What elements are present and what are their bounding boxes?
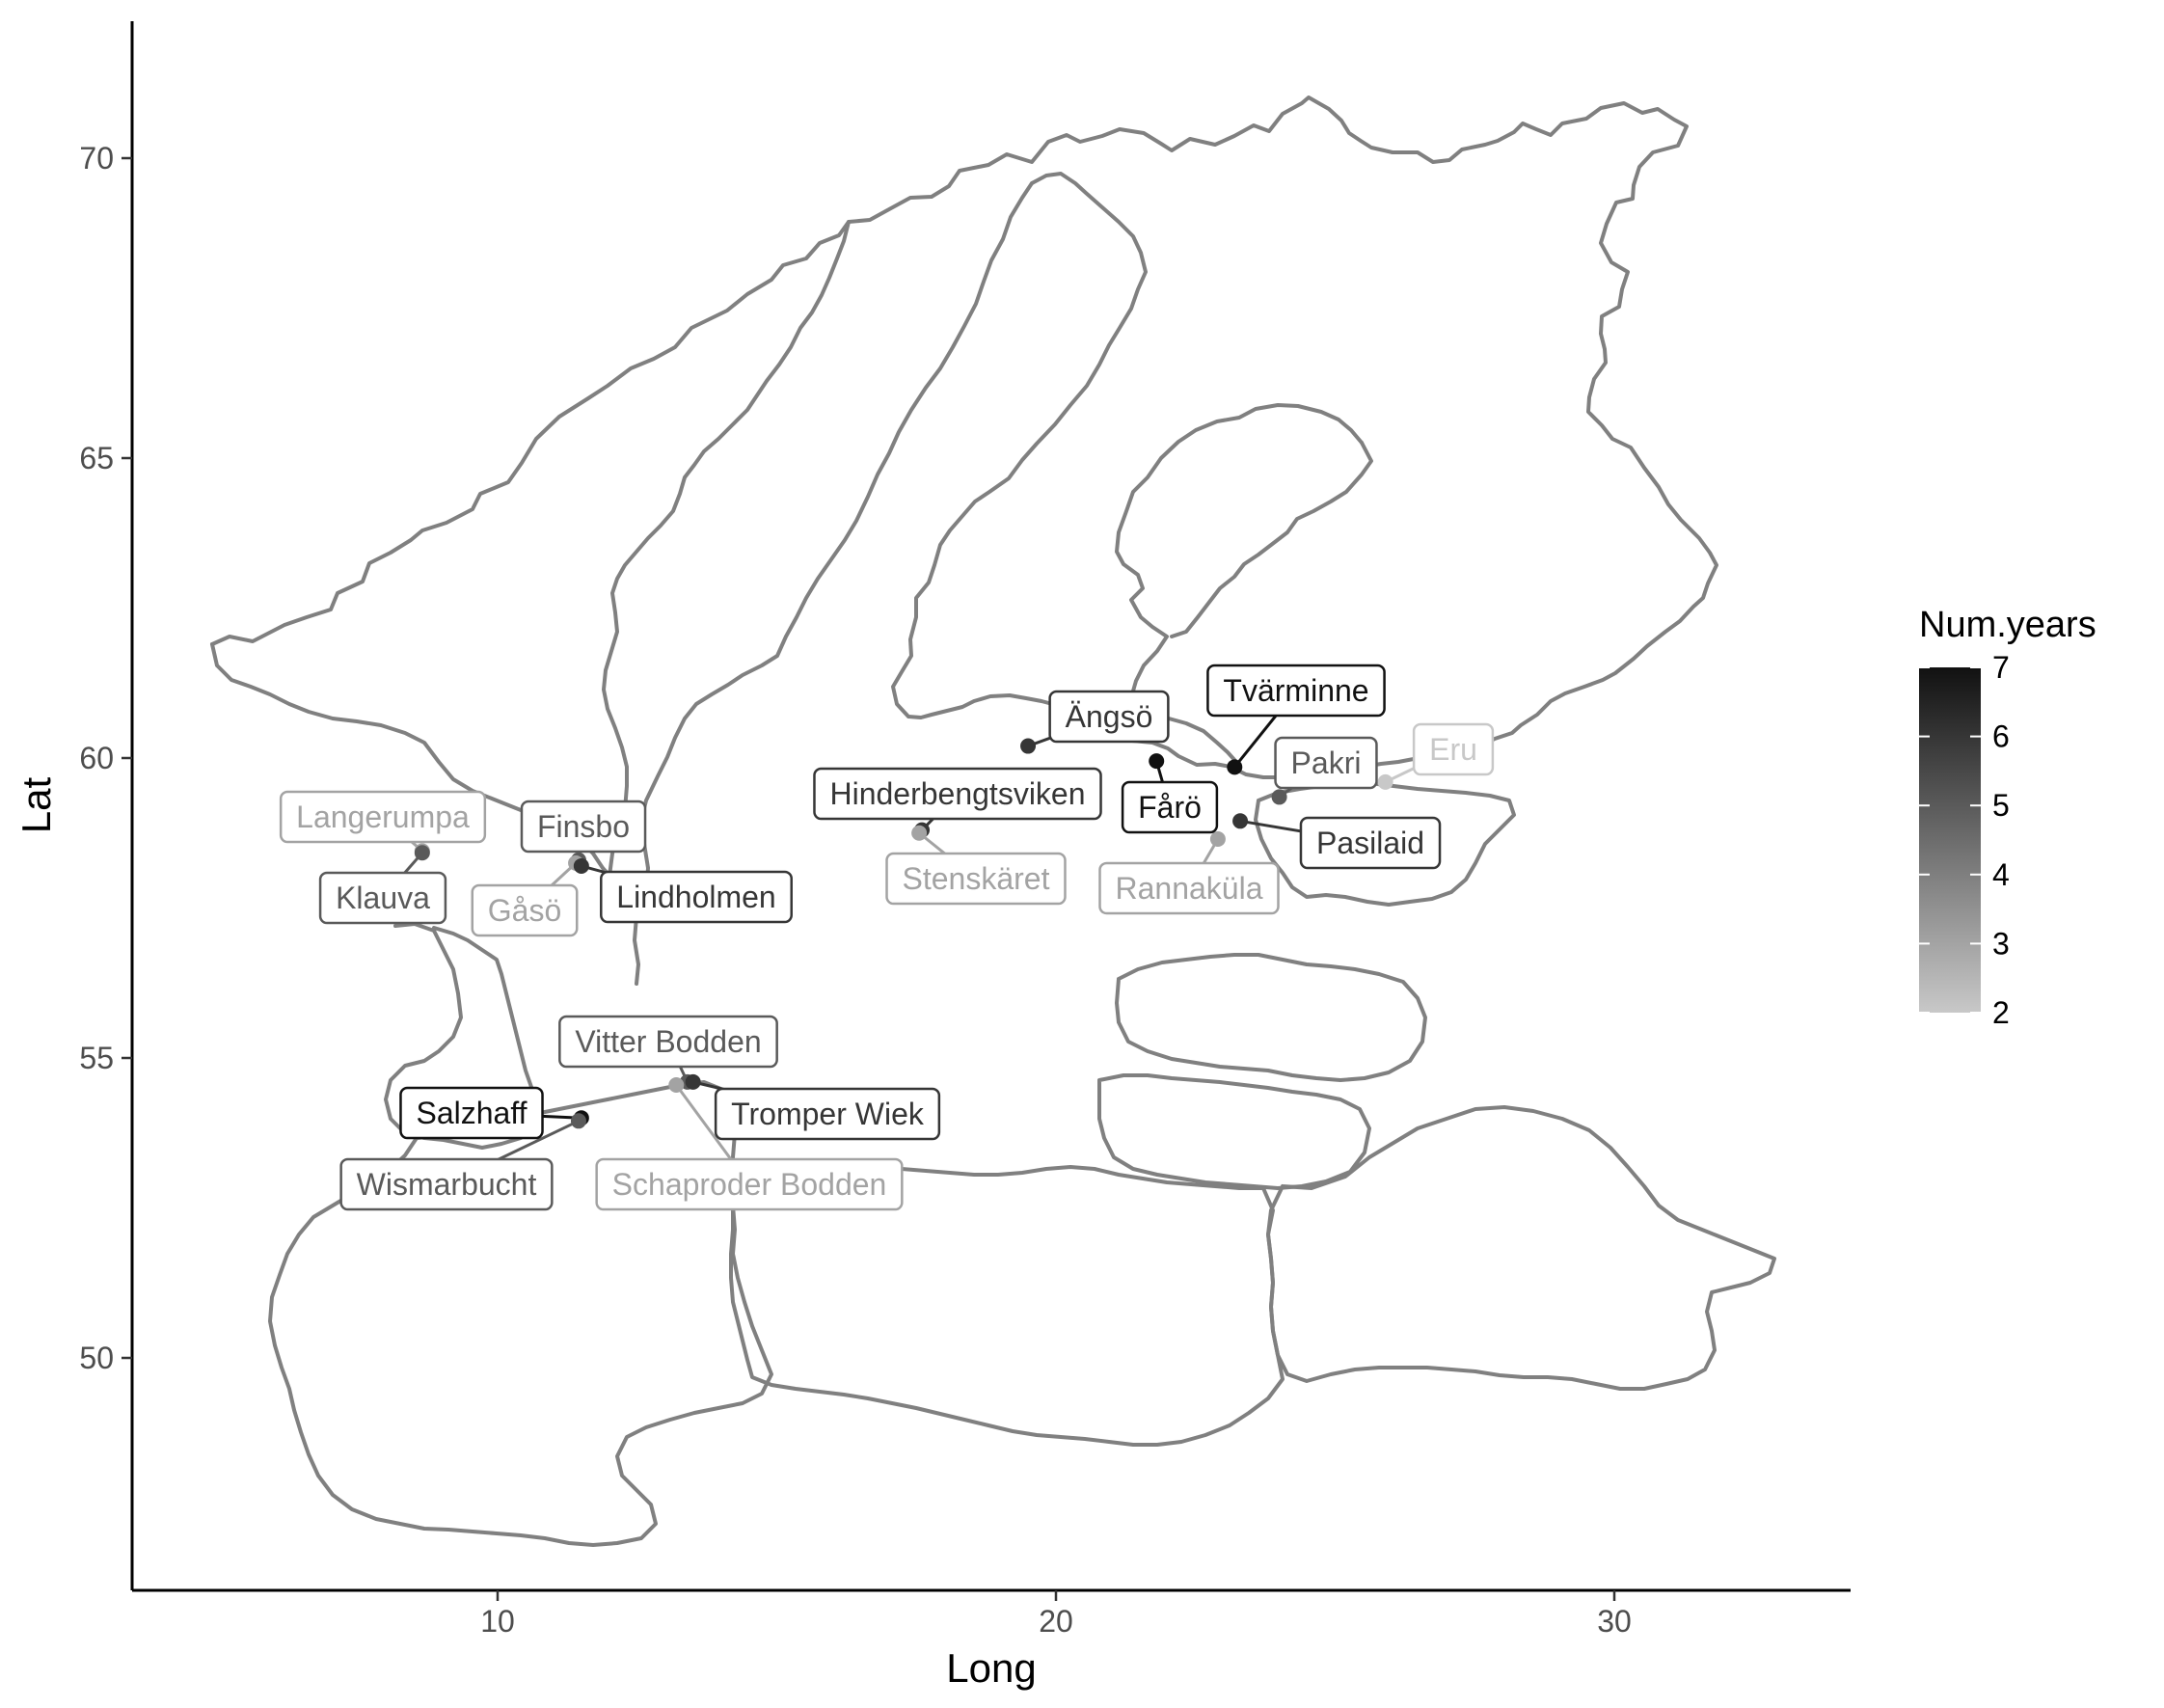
site-point — [1210, 831, 1226, 847]
site-name: Pakri — [1291, 746, 1362, 780]
site-point — [1272, 789, 1287, 804]
y-ticks: 50 55 60 65 70 — [79, 141, 132, 1375]
site-label: Rannaküla — [1100, 863, 1279, 913]
site-name: Vitter Bodden — [575, 1024, 761, 1059]
scandinavia-outline — [212, 97, 1717, 777]
legend-title: Num.years — [1919, 605, 2096, 645]
site-name: Klauva — [336, 881, 430, 915]
legend-tick-label: 6 — [1992, 719, 2010, 754]
y-tick-label: 70 — [79, 141, 114, 176]
x-tick-label: 30 — [1597, 1604, 1632, 1639]
site-point — [1378, 774, 1393, 790]
site-point — [415, 845, 430, 860]
site-name: Schaproder Bodden — [612, 1167, 887, 1202]
site-name: Stenskäret — [903, 861, 1050, 896]
legend-tick-label: 2 — [1992, 995, 2010, 1030]
y-tick-label: 50 — [79, 1341, 114, 1375]
site-point — [574, 858, 589, 874]
legend: Num.years 7 6 5 4 3 2 — [1919, 605, 2096, 1030]
x-tick-label: 20 — [1039, 1604, 1073, 1639]
site-name: Fårö — [1138, 790, 1202, 825]
site-label: Gåsö — [473, 885, 577, 935]
site-point — [571, 1113, 586, 1128]
legend-colorbar — [1919, 667, 1981, 1013]
lithuania-outline — [1099, 1075, 1369, 1188]
legend-tick-label: 3 — [1992, 926, 2010, 961]
x-axis-title: Long — [946, 1645, 1036, 1691]
site-label: Eru — [1414, 724, 1493, 774]
site-label: Finsbo — [522, 801, 645, 852]
y-tick-label: 60 — [79, 741, 114, 775]
site-label: Langerumpa — [281, 792, 485, 842]
site-name: Salzhaff — [416, 1096, 527, 1130]
site-label: Tromper Wiek — [716, 1089, 939, 1139]
site-label: Schaproder Bodden — [597, 1159, 903, 1209]
site-point — [911, 826, 927, 841]
site-point — [686, 1074, 701, 1090]
site-label: Pasilaid — [1301, 818, 1440, 868]
site-point — [1149, 753, 1164, 769]
site-label: Ängsö — [1050, 691, 1169, 742]
site-label: Tvärminne — [1207, 665, 1384, 716]
site-label: Wismarbucht — [341, 1159, 553, 1209]
site-point — [668, 1077, 684, 1093]
x-ticks: 10 20 30 — [480, 1590, 1632, 1639]
site-name: Pasilaid — [1316, 826, 1424, 860]
germany-outline — [270, 1082, 771, 1545]
site-label: Lindholmen — [601, 872, 791, 922]
finland-gulf-coast — [1172, 443, 1371, 637]
site-name: Gåsö — [488, 893, 561, 928]
site-name: Hinderbengtsviken — [829, 776, 1085, 811]
site-point — [1232, 813, 1248, 828]
site-label: Hinderbengtsviken — [814, 769, 1100, 819]
site-label: Fårö — [1123, 782, 1217, 832]
site-name: Wismarbucht — [357, 1167, 537, 1202]
site-name: Rannaküla — [1116, 871, 1263, 906]
site-name: Tvärminne — [1223, 673, 1368, 708]
site-name: Finsbo — [537, 809, 630, 844]
legend-tick-label: 7 — [1992, 650, 2010, 685]
site-name: Lindholmen — [616, 880, 775, 914]
norway-sweden-border — [604, 222, 849, 876]
legend-tick-label: 5 — [1992, 788, 2010, 823]
site-name: Langerumpa — [296, 800, 470, 834]
x-tick-label: 10 — [480, 1604, 515, 1639]
site-label: Vitter Bodden — [559, 1017, 776, 1067]
latvia-outline — [1117, 955, 1425, 1080]
site-point — [1227, 759, 1242, 774]
site-label: Stenskäret — [887, 854, 1066, 904]
legend-tick-label: 4 — [1992, 857, 2010, 892]
y-tick-label: 55 — [79, 1041, 114, 1075]
y-axis-title: Lat — [14, 776, 59, 833]
site-name: Ängsö — [1066, 699, 1153, 734]
site-name: Eru — [1429, 732, 1477, 767]
site-point — [1020, 739, 1036, 754]
site-label: Salzhaff — [400, 1088, 542, 1138]
belarus-outline — [1268, 1107, 1774, 1389]
site-label: Pakri — [1276, 738, 1377, 788]
site-label: Klauva — [320, 873, 446, 923]
y-tick-label: 65 — [79, 441, 114, 475]
site-name: Tromper Wiek — [731, 1097, 925, 1131]
